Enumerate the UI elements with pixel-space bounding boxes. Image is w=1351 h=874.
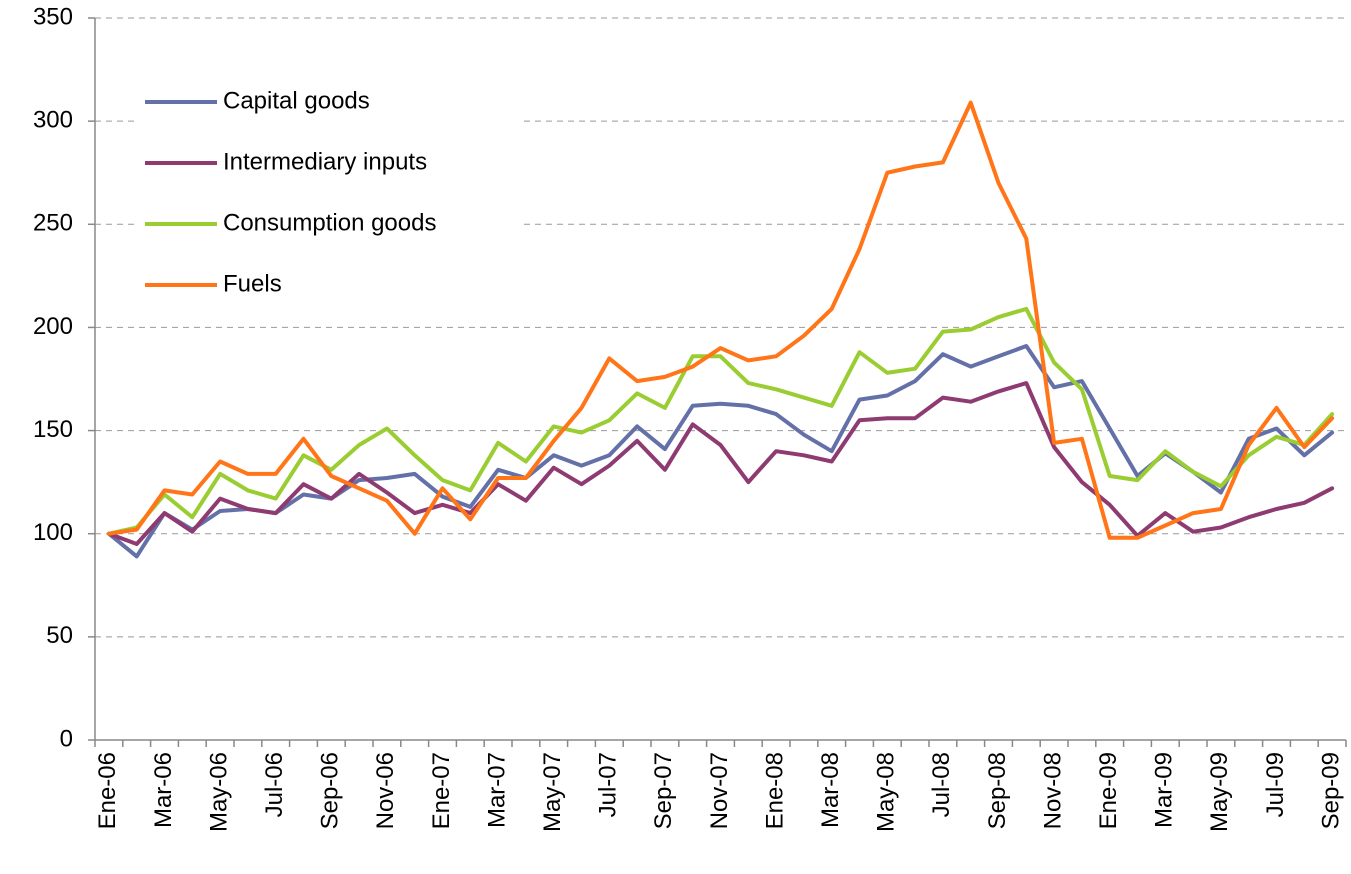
x-tick-label: Sep-09 xyxy=(1317,752,1344,829)
x-tick-label: Jul-06 xyxy=(261,752,288,817)
x-tick-label: Mar-06 xyxy=(150,752,177,828)
x-tick-label: May-08 xyxy=(873,752,900,832)
legend-label: Intermediary inputs xyxy=(223,148,427,175)
x-tick-label: Nov-07 xyxy=(706,752,733,829)
series-line xyxy=(106,306,1335,536)
series-line xyxy=(106,344,1335,559)
x-tick-label: Ene-06 xyxy=(94,752,121,829)
x-tick-label: Nov-06 xyxy=(372,752,399,829)
x-tick-label: Jul-09 xyxy=(1262,752,1289,817)
y-tick-label: 250 xyxy=(33,210,73,237)
legend-label: Fuels xyxy=(223,270,282,297)
x-tick-label: Sep-07 xyxy=(650,752,677,829)
series-line xyxy=(106,381,1335,546)
x-tick-label: Sep-06 xyxy=(317,752,344,829)
x-tick-label: Jul-08 xyxy=(928,752,955,817)
x-tick-label: May-06 xyxy=(205,752,232,832)
y-tick-label: 350 xyxy=(33,3,73,30)
legend-label: Capital goods xyxy=(223,87,370,114)
x-tick-label: Mar-09 xyxy=(1151,752,1178,828)
x-tick-label: Nov-08 xyxy=(1039,752,1066,829)
legend-label: Consumption goods xyxy=(223,209,436,236)
y-tick-label: 0 xyxy=(60,725,73,752)
x-tick-label: Ene-08 xyxy=(761,752,788,829)
series-line xyxy=(106,100,1335,540)
x-tick-label: Mar-07 xyxy=(483,752,510,828)
x-tick-label: Ene-09 xyxy=(1095,752,1122,829)
y-tick-label: 200 xyxy=(33,313,73,340)
legend-background xyxy=(135,72,520,315)
x-tick-label: Ene-07 xyxy=(428,752,455,829)
x-tick-label: Sep-08 xyxy=(984,752,1011,829)
x-tick-label: Mar-08 xyxy=(817,752,844,828)
x-tick-label: Jul-07 xyxy=(595,752,622,817)
x-tick-label: May-07 xyxy=(539,752,566,832)
y-tick-label: 50 xyxy=(46,622,73,649)
x-tick-label: May-09 xyxy=(1206,752,1233,832)
y-tick-label: 100 xyxy=(33,519,73,546)
y-tick-label: 300 xyxy=(33,106,73,133)
y-tick-label: 150 xyxy=(33,416,73,443)
